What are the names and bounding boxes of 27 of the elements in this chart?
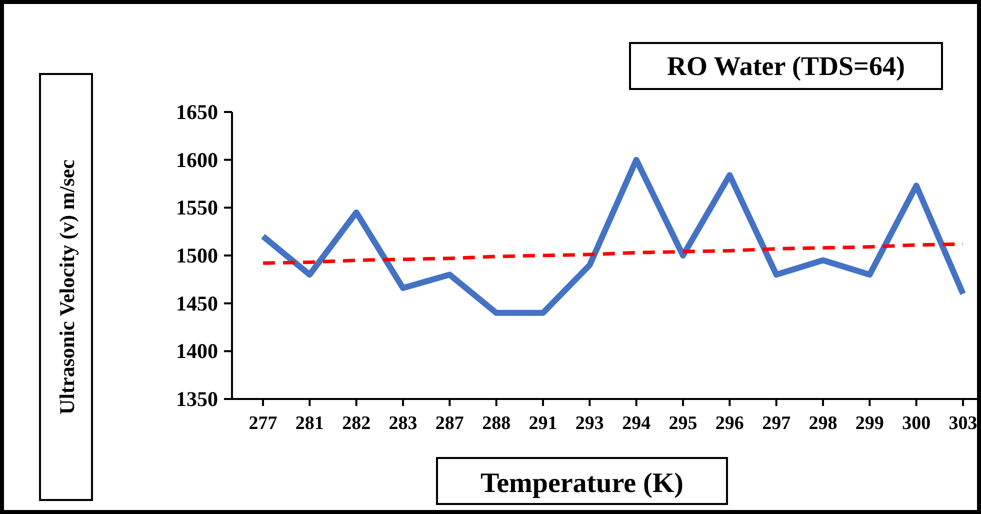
line-series: [261, 242, 965, 265]
y-axis-title: Ultrasonic Velocity (v) m/sec: [55, 160, 79, 414]
y-tick-label: 1550: [176, 196, 218, 220]
chart-title: RO Water (TDS=64): [667, 51, 905, 81]
x-tick-label: 288: [482, 413, 511, 434]
y-tick-label: 1400: [176, 339, 218, 364]
x-tick-label: 300: [902, 413, 931, 434]
x-tick-label: 282: [342, 413, 371, 434]
x-tick-label: 291: [528, 413, 558, 434]
x-tick-label: 296: [715, 413, 744, 434]
x-tick-label: 294: [622, 413, 652, 434]
y-tick-label: 1450: [176, 291, 218, 316]
x-axis-title: Temperature (K): [480, 468, 684, 499]
y-tick-label: 1600: [176, 148, 218, 172]
x-tick-label: 297: [762, 413, 792, 434]
x-tick-label: 298: [808, 413, 838, 434]
x-tick-label: 283: [388, 413, 418, 434]
x-tick-label: 295: [668, 413, 698, 434]
x-tick-label: 287: [435, 413, 464, 434]
x-tick-label: 277: [248, 413, 278, 434]
y-tick-label: 1650: [176, 100, 218, 124]
x-tick-label: 299: [855, 413, 884, 434]
y-tick-label: 1500: [176, 244, 218, 268]
x-tick-label: 303: [948, 413, 978, 434]
y-tick-label: 1350: [176, 387, 218, 411]
x-tick-label: 293: [575, 413, 604, 434]
x-tick-label: 281: [295, 413, 324, 434]
